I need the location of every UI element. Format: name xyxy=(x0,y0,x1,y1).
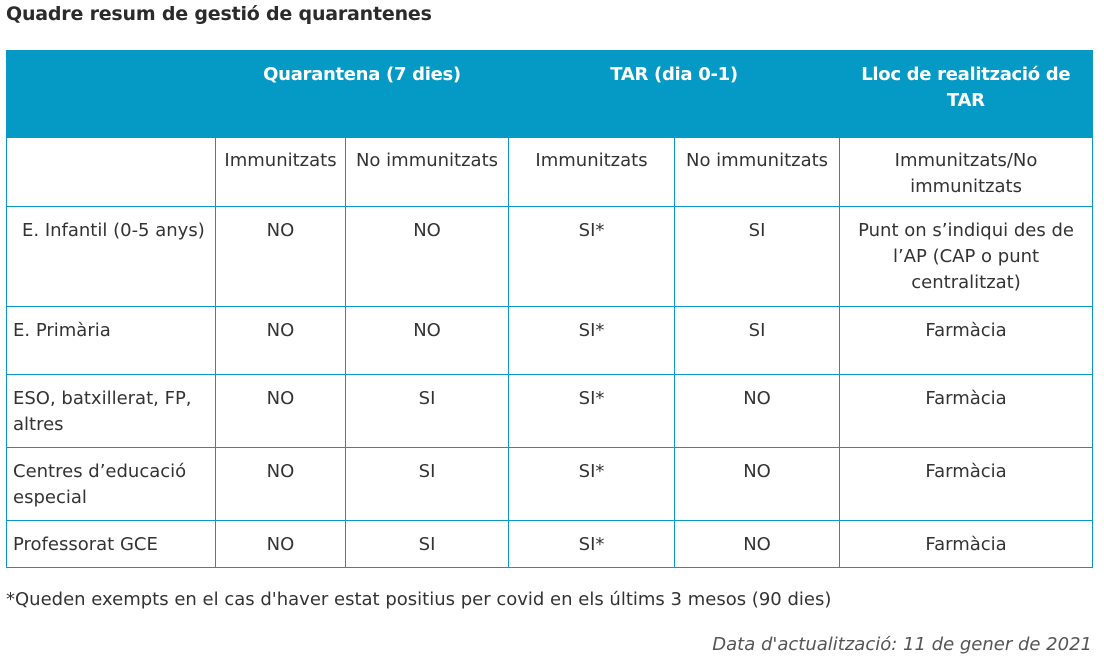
table-cell: SI* xyxy=(508,206,676,307)
table-cell: SI* xyxy=(508,447,676,521)
subheader-quarantena-no-immunitzats: No immunitzats xyxy=(344,137,510,207)
table-row: E. Infantil (0-5 anys) NO NO SI* SI Punt… xyxy=(6,206,1094,307)
row-label: ESO, batxillerat, FP, altres xyxy=(6,374,216,448)
table-cell: NO xyxy=(674,374,841,448)
update-date: Data d'actualització: 11 de gener de 202… xyxy=(712,634,1092,655)
page-title: Quadre resum de gestió de quarantenes xyxy=(6,3,432,25)
row-label: E. Primària xyxy=(6,306,216,375)
table-cell: Farmàcia xyxy=(839,306,1094,375)
table-row: ESO, batxillerat, FP, altres NO SI SI* N… xyxy=(6,374,1094,448)
table-cell: NO xyxy=(344,306,510,375)
subheader-tar-immunitzats: Immunitzats xyxy=(508,137,676,207)
header-lloc-tar: Lloc de realització de TAR xyxy=(839,50,1094,138)
table-cell: SI* xyxy=(508,520,676,568)
header-group-row: Quarantena (7 dies) TAR (dia 0-1) Lloc d… xyxy=(6,50,1094,138)
table-cell: NO xyxy=(215,206,346,307)
table-cell: SI xyxy=(344,374,510,448)
header-tar: TAR (dia 0-1) xyxy=(508,50,840,138)
row-label: E. Infantil (0-5 anys) xyxy=(6,206,216,307)
table-cell: Farmàcia xyxy=(839,520,1094,568)
subheader-empty xyxy=(6,137,216,207)
table-cell: SI* xyxy=(508,374,676,448)
table-cell: Punt on s’indiqui des de l’AP (CAP o pun… xyxy=(839,206,1094,307)
table-cell: NO xyxy=(215,306,346,375)
table-cell: NO xyxy=(215,520,346,568)
subheader-quarantena-immunitzats: Immunitzats xyxy=(215,137,346,207)
header-corner-cell xyxy=(6,50,216,138)
table-row: Professorat GCE NO SI SI* NO Farmàcia xyxy=(6,520,1094,568)
table-cell: SI xyxy=(674,306,841,375)
table-cell: Farmàcia xyxy=(839,447,1094,521)
row-label: Professorat GCE xyxy=(6,520,216,568)
header-sub-row: Immunitzats No immunitzats Immunitzats N… xyxy=(6,137,1094,207)
header-quarantena: Quarantena (7 dies) xyxy=(215,50,509,138)
table-cell: NO xyxy=(344,206,510,307)
table-cell: NO xyxy=(674,520,841,568)
table-row: E. Primària NO NO SI* SI Farmàcia xyxy=(6,306,1094,375)
row-label: Centres d’educació especial xyxy=(6,447,216,521)
table-cell: SI xyxy=(344,447,510,521)
subheader-lloc-immunitzats-no-immunitzats: Immunitzats/No immunitzats xyxy=(839,137,1094,207)
footnote: *Queden exempts en el cas d'haver estat … xyxy=(6,589,832,610)
quarantine-summary-table: Quarantena (7 dies) TAR (dia 0-1) Lloc d… xyxy=(6,50,1094,568)
table-cell: SI xyxy=(344,520,510,568)
table-row: Centres d’educació especial NO SI SI* NO… xyxy=(6,447,1094,521)
table-cell: Farmàcia xyxy=(839,374,1094,448)
table-cell: NO xyxy=(215,374,346,448)
table-cell: SI xyxy=(674,206,841,307)
table-cell: NO xyxy=(215,447,346,521)
subheader-tar-no-immunitzats: No immunitzats xyxy=(674,137,841,207)
table-cell: NO xyxy=(674,447,841,521)
table-cell: SI* xyxy=(508,306,676,375)
